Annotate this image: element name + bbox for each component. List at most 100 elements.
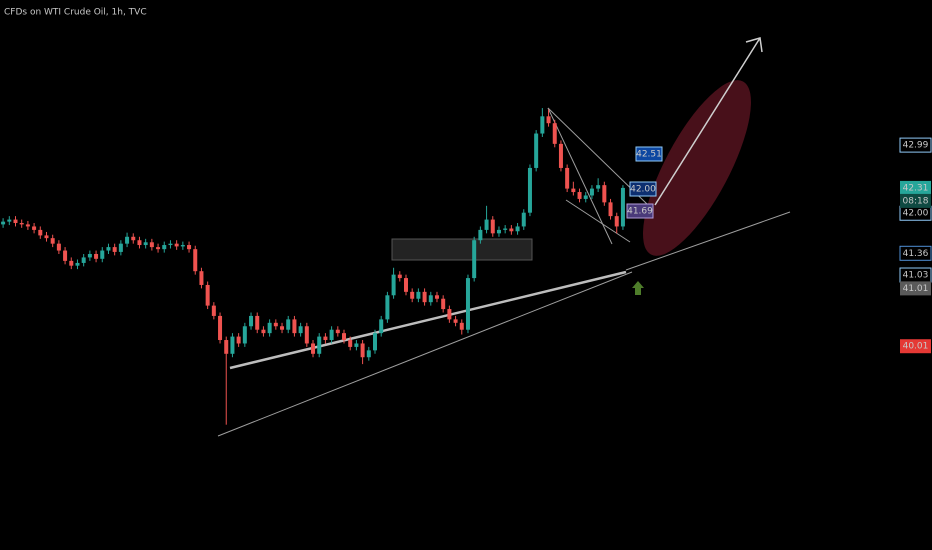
annotation: 42.00 (630, 185, 656, 195)
candle-body (267, 322, 272, 334)
candle-body (100, 250, 105, 259)
candle-body (416, 291, 421, 299)
trend-line (217, 271, 633, 437)
candle-body (81, 257, 86, 263)
candle-body (218, 315, 223, 341)
candle-body (69, 260, 74, 266)
last-price-label: 42.31 (903, 183, 929, 193)
candle-body (211, 305, 216, 316)
candle-body (558, 143, 563, 168)
candle-body (38, 229, 43, 236)
chart-title: CFDs on WTI Crude Oil, 1h, TVC (4, 8, 147, 18)
candle-body (596, 185, 601, 189)
candle-body (149, 242, 154, 248)
marker-label-box (900, 281, 931, 296)
annotation-box (635, 146, 663, 162)
candle-body (118, 243, 123, 252)
candle-body (75, 262, 80, 266)
candle-body (577, 192, 582, 199)
candle-body (354, 343, 359, 347)
candle-body (503, 228, 508, 230)
candle-body (180, 245, 185, 247)
marker-label: 41.01 (903, 284, 929, 294)
candle-body (397, 274, 402, 279)
entry-arrow (632, 281, 644, 295)
candle-body (230, 336, 235, 354)
candle-body (379, 319, 384, 334)
candle-body (614, 216, 619, 227)
trend-line (229, 270, 627, 370)
candle-body (112, 247, 117, 252)
candle-body (13, 219, 18, 224)
level-label-box (899, 245, 932, 261)
candle-body (261, 329, 266, 334)
candle-body (323, 336, 328, 341)
level-label: 42.00 (903, 209, 929, 219)
candle-body (589, 188, 594, 196)
candle-body (583, 195, 588, 199)
candle-body (168, 243, 173, 246)
candle-body (298, 326, 303, 334)
candle-body (447, 309, 452, 320)
fan-line (565, 199, 631, 243)
range-box (391, 238, 533, 261)
candle-body (131, 236, 136, 241)
candle-body (552, 123, 557, 144)
candle-body (187, 245, 192, 250)
drawings (217, 37, 791, 437)
candle-body (385, 295, 390, 320)
last-price-label-box (900, 180, 931, 195)
candle-body (391, 274, 396, 296)
candle-body (242, 326, 247, 344)
candle-body (565, 167, 570, 189)
candle-body (205, 284, 210, 306)
candle-body (348, 340, 353, 347)
annotation-box (626, 203, 654, 219)
candle-body (87, 253, 92, 258)
candle-body (19, 223, 24, 225)
candle-body (162, 245, 167, 250)
candle-body (63, 250, 68, 261)
candle-body (7, 219, 12, 222)
candle-body (360, 343, 365, 358)
candle-body (317, 336, 322, 354)
stop-label: 40.01 (903, 342, 929, 352)
annotation-box (629, 181, 657, 197)
axis-labels: 42.99 42.00 41.03 41.36 42.31 08:18 41.01 40.01 (899, 137, 932, 354)
candle-body (620, 187, 625, 227)
annotation: 41.69 (627, 207, 653, 217)
candle-body (490, 219, 495, 234)
candle-body (224, 340, 229, 354)
candle-body (174, 243, 179, 247)
candle-body (249, 315, 254, 327)
candle-body (335, 329, 340, 334)
level-label-box (899, 137, 932, 153)
candle-body (236, 336, 241, 344)
ellipse (643, 80, 751, 256)
candle-body (410, 291, 415, 299)
candle-body (50, 238, 55, 244)
candle-body (156, 247, 161, 250)
candle-body (342, 333, 347, 341)
candle-body (125, 236, 130, 244)
candle-body (472, 240, 477, 279)
candle-body (422, 291, 427, 303)
candle-body (32, 226, 37, 230)
candle-body (509, 228, 514, 232)
candle-body (515, 226, 520, 232)
fan-line (547, 107, 613, 245)
candle-body (366, 350, 371, 358)
candle-body (304, 326, 309, 344)
trend-line (625, 211, 791, 271)
candle-body (540, 116, 545, 134)
candle-body (273, 322, 278, 327)
candle-body (56, 243, 61, 251)
stop-label-box (900, 339, 931, 354)
candle-body (292, 319, 297, 334)
arrow (654, 37, 761, 206)
candle-body (311, 343, 316, 354)
candle-body (534, 133, 539, 168)
candle-body (546, 116, 551, 124)
candle-body (608, 202, 613, 217)
